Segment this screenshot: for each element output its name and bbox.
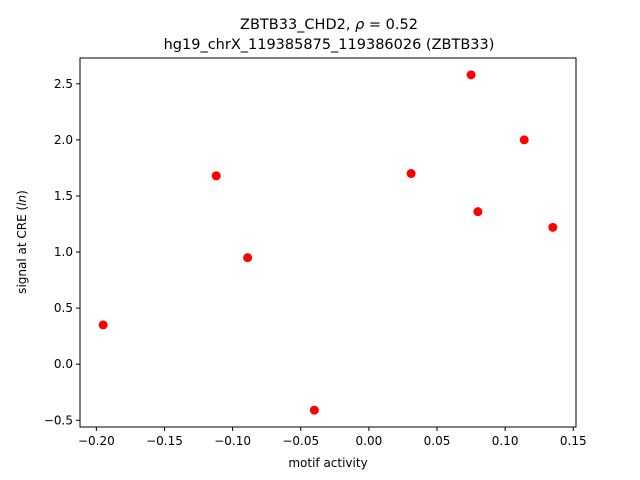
data-point-8: [519, 135, 529, 145]
x-tick-label: 0.15: [560, 434, 587, 448]
x-tick-label: −0.10: [214, 434, 251, 448]
data-point-3: [243, 253, 253, 263]
y-tick-label: 2.5: [54, 77, 73, 91]
x-axis-ticks: −0.20 −0.15 −0.10 −0.05 0.00 0.05 0.10 0.15: [78, 427, 587, 448]
data-point-6: [466, 70, 476, 80]
chart-title-line-2: hg19_chrX_119385875_119386026 (ZBTB33): [164, 37, 495, 53]
y-tick-label: 2.0: [54, 133, 73, 147]
x-tick-label: −0.05: [282, 434, 319, 448]
y-axis-ticks: −0.5 0.0 0.5 1.0 1.5 2.0 2.5: [44, 77, 80, 427]
chart-title-line-1: ZBTB33_CHD2, ρ = 0.52: [240, 17, 418, 33]
data-point-7: [473, 207, 483, 217]
x-axis-label: motif activity: [288, 456, 367, 470]
x-tick-label: 0.10: [492, 434, 519, 448]
x-tick-label: 0.05: [424, 434, 451, 448]
y-tick-label: −0.5: [44, 413, 73, 427]
y-tick-label: 1.0: [54, 245, 73, 259]
y-tick-label: 0.5: [54, 301, 73, 315]
data-point-5: [406, 169, 416, 179]
data-point-4: [309, 405, 319, 415]
y-tick-label: 0.0: [54, 357, 73, 371]
data-point-9: [548, 222, 558, 232]
x-tick-label: −0.20: [78, 434, 115, 448]
data-point-1: [98, 320, 108, 330]
y-axis-label: signal at CRE (ln): [15, 190, 29, 294]
plot-frame: [79, 57, 577, 428]
x-tick-label: 0.00: [356, 434, 383, 448]
data-point-2: [211, 171, 221, 181]
plot-area: [79, 57, 577, 428]
x-tick-label: −0.15: [146, 434, 183, 448]
data-markers: [98, 70, 558, 415]
y-tick-label: 1.5: [54, 189, 73, 203]
